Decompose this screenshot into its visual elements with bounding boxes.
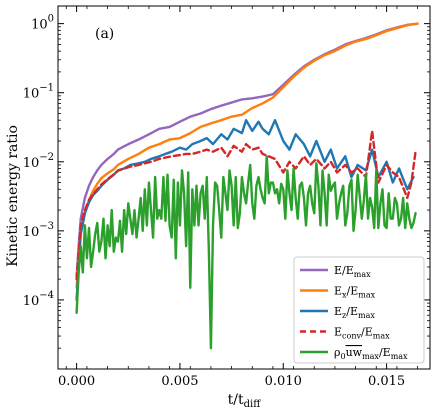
legend-label-1: E/Emax	[334, 264, 371, 279]
x-tick-label: 0.015	[368, 374, 405, 389]
x-tick-label: 0.000	[58, 374, 95, 389]
x-axis-title: t/tdiff	[228, 392, 262, 410]
y-tick-label: 10−1	[23, 83, 54, 102]
legend-box	[293, 256, 425, 364]
series-line-1	[75, 22, 419, 278]
y-tick-label: 10−2	[23, 152, 54, 171]
series-line-5	[75, 155, 417, 350]
series-line-4	[75, 129, 417, 281]
x-tick-label: 0.005	[161, 374, 198, 389]
axes: 0.000 0.005 0.010 0.015 10−4 10−3 10−2 10−1 100	[23, 5, 431, 389]
y-axis-title: Kinetic energy ratio	[5, 125, 21, 267]
y-tick-label: 100	[31, 14, 54, 33]
legend: E/Emax Ex/Emax Ez/Emax Econv/Emax ρ0uwmax/Em…	[293, 256, 425, 364]
legend-label-3: Ez/Emax	[334, 305, 375, 320]
legend-label-2: Ex/Emax	[334, 285, 376, 300]
y-tick-label: 10−4	[23, 290, 54, 309]
legend-label-5: ρ0uwmax/Emax	[334, 346, 408, 361]
x-tick-label: 0.010	[265, 374, 302, 389]
panel-label: (a)	[95, 26, 114, 42]
legend-label-4: Econv/Emax	[334, 326, 390, 341]
plot-area	[75, 22, 419, 350]
plot-frame	[57, 5, 431, 370]
y-tick-label: 10−3	[23, 221, 54, 240]
series-line-2	[75, 22, 419, 289]
